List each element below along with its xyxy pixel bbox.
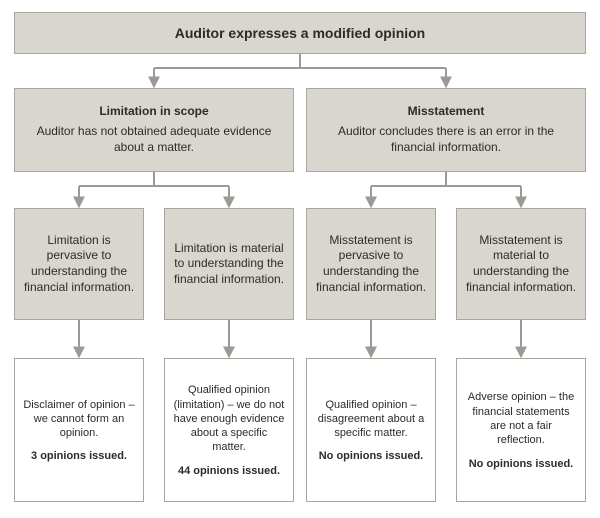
node-body: Auditor concludes there is an error in t… (315, 124, 577, 155)
node-mis_pervasive: Misstatement is pervasive to understandi… (306, 208, 436, 320)
node-lim_pervasive: Limitation is pervasive to understanding… (14, 208, 144, 320)
node-title: Limitation in scope (99, 104, 208, 118)
node-body: Limitation is material to understanding … (173, 241, 285, 288)
node-count: 44 opinions issued. (178, 465, 280, 477)
node-body: Qualified opinion (limitation) – we do n… (173, 383, 285, 454)
node-title: Misstatement (408, 104, 485, 118)
node-mis_material: Misstatement is material to understandin… (456, 208, 586, 320)
node-count: 3 opinions issued. (31, 450, 127, 462)
node-count: No opinions issued. (469, 458, 574, 470)
node-body: Adverse opinion – the financial statemen… (465, 390, 577, 447)
node-root: Auditor expresses a modified opinion (14, 12, 586, 54)
node-body: Disclaimer of opinion – we cannot form a… (23, 398, 135, 441)
node-body: Misstatement is material to understandin… (465, 233, 577, 295)
node-leaf3: Qualified opinion – disagreement about a… (306, 358, 436, 502)
node-limitation: Limitation in scope Auditor has not obtai… (14, 88, 294, 172)
node-body: Qualified opinion – disagreement about a… (315, 398, 427, 441)
node-misstatement: Misstatement Auditor concludes there is a… (306, 88, 586, 172)
node-lim_material: Limitation is material to understanding … (164, 208, 294, 320)
node-body: Misstatement is pervasive to understandi… (315, 233, 427, 295)
node-leaf2: Qualified opinion (limitation) – we do n… (164, 358, 294, 502)
node-leaf1: Disclaimer of opinion – we cannot form a… (14, 358, 144, 502)
node-body: Limitation is pervasive to understanding… (23, 233, 135, 295)
node-count: No opinions issued. (319, 450, 424, 462)
node-title: Auditor expresses a modified opinion (175, 25, 425, 41)
node-leaf4: Adverse opinion – the financial statemen… (456, 358, 586, 502)
node-body: Auditor has not obtained adequate eviden… (23, 124, 285, 155)
